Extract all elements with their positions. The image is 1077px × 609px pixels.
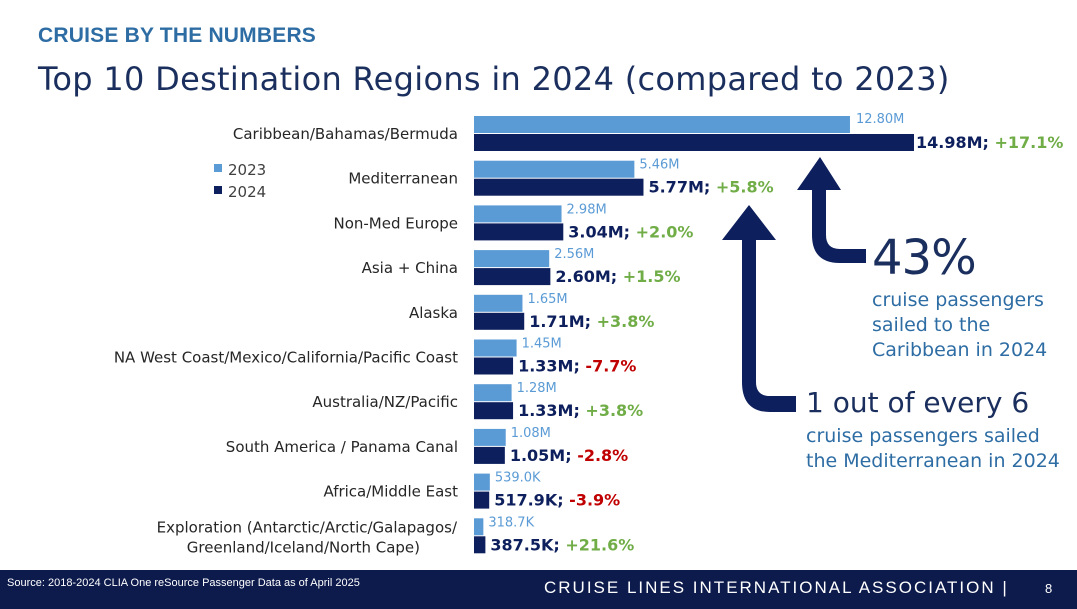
organization-name: CRUISE LINES INTERNATIONAL ASSOCIATION | [544, 578, 1009, 597]
mediterranean-text-line-2: the Mediterranean in 2024 [806, 450, 1060, 472]
value-label-2024-caribbean-bahamas-bermuda: 14.98M; +17.1% [916, 133, 1063, 152]
legend-swatch-2023 [214, 164, 222, 172]
value-label-2023-south-america-panama-canal: 1.08M [511, 426, 551, 441]
value-label-2024-mediterranean: 5.77M; +5.8% [648, 178, 773, 197]
value-label-2023-mediterranean: 5.46M [639, 158, 679, 173]
value-label-2024-alaska: 1.71M; +3.8% [529, 312, 654, 331]
category-label-non-med-europe: Non-Med Europe [333, 214, 458, 232]
bar-2024-na-west-coast-mexico-californi [474, 357, 514, 375]
value-label-2023-caribbean-bahamas-bermuda: 12.80M [856, 112, 904, 127]
value-label-2023-asia-china: 2.56M [554, 247, 594, 262]
legend-swatch-2024 [214, 186, 222, 194]
bar-2023-na-west-coast-mexico-californi [474, 339, 517, 357]
value-label-2024-south-america-panama-canal: 1.05M; -2.8% [510, 446, 628, 465]
value-label-2023-australia-nz-pacific: 1.28M [517, 381, 557, 396]
bar-2023-caribbean-bahamas-bermuda [474, 116, 850, 133]
kicker-heading: CRUISE BY THE NUMBERS [38, 24, 317, 47]
mediterranean-arrow [722, 205, 796, 412]
category-label-asia-china: Asia + China [362, 259, 458, 277]
category-label-na-west-coast-mexico-californi: NA West Coast/Mexico/California/Pacific … [114, 349, 458, 367]
legend-label-2023: 2023 [228, 161, 266, 179]
bar-2024-africa-middle-east [474, 491, 490, 509]
bar-2024-exploration-antarctic-arctic-g [474, 536, 486, 554]
bar-2023-south-america-panama-canal [474, 428, 506, 446]
value-label-2023-na-west-coast-mexico-californi: 1.45M [522, 337, 562, 352]
bar-2024-non-med-europe [474, 223, 564, 241]
value-label-2024-na-west-coast-mexico-californi: 1.33M; -7.7% [518, 357, 636, 376]
mediterranean-text-line-1: cruise passengers sailed [806, 425, 1040, 447]
bar-2024-caribbean-bahamas-bermuda [474, 134, 914, 151]
value-label-2024-non-med-europe: 3.04M; +2.0% [568, 222, 693, 241]
bar-2023-mediterranean [474, 160, 635, 178]
caribbean-share-stat: 43% [872, 230, 977, 286]
value-label-2024-australia-nz-pacific: 1.33M; +3.8% [518, 401, 643, 420]
source-note: Source: 2018-2024 CLIA One reSource Pass… [7, 577, 360, 589]
legend-label-2024: 2024 [228, 183, 266, 201]
category-label-exploration-antarctic-arctic-g-line-1: Exploration (Antarctic/Arctic/Galapagos/ [157, 518, 458, 536]
bar-chart: 12.80M 14.98M; +17.1% Caribbean/Bahamas/Be… [114, 112, 1064, 556]
page-number: 8 [1045, 581, 1053, 596]
footer-bar: Source: 2018-2024 CLIA One reSource Pass… [0, 570, 1077, 609]
mediterranean-share-stat: 1 out of every 6 [806, 386, 1030, 419]
caribbean-arrow [797, 157, 866, 263]
value-label-2023-africa-middle-east: 539.0K [495, 471, 541, 486]
bar-2023-asia-china [474, 250, 550, 268]
value-label-2024-asia-china: 2.60M; +1.5% [555, 267, 680, 286]
caribbean-text-line-3: Caribbean in 2024 [872, 339, 1048, 361]
category-label-australia-nz-pacific: Australia/NZ/Pacific [312, 393, 458, 411]
value-label-2023-alaska: 1.65M [527, 292, 567, 307]
category-label-south-america-panama-canal: South America / Panama Canal [226, 438, 458, 456]
category-label-alaska: Alaska [409, 304, 458, 322]
category-label-caribbean-bahamas-bermuda: Caribbean/Bahamas/Bermuda [233, 125, 458, 143]
bar-2023-exploration-antarctic-arctic-g [474, 518, 484, 536]
category-label-mediterranean: Mediterranean [348, 170, 458, 188]
bar-2024-australia-nz-pacific [474, 402, 514, 420]
bar-2024-mediterranean [474, 178, 644, 196]
bar-2024-alaska [474, 312, 525, 330]
caribbean-text-line-1: cruise passengers [872, 289, 1044, 311]
value-label-2024-africa-middle-east: 517.9K; -3.9% [494, 491, 620, 510]
bar-2023-australia-nz-pacific [474, 384, 512, 402]
bar-2023-non-med-europe [474, 205, 562, 223]
value-label-2023-exploration-antarctic-arctic-g: 318.7K [488, 515, 534, 530]
bar-2024-asia-china [474, 268, 551, 286]
bar-2024-south-america-panama-canal [474, 446, 505, 464]
category-label-africa-middle-east: Africa/Middle East [323, 483, 458, 501]
bar-2023-alaska [474, 294, 523, 312]
value-label-2024-exploration-antarctic-arctic-g: 387.5K; +21.6% [490, 535, 634, 554]
bar-2023-africa-middle-east [474, 473, 490, 491]
value-label-2023-non-med-europe: 2.98M [567, 202, 607, 217]
caribbean-text-line-2: sailed to the [872, 314, 991, 336]
category-label-exploration-antarctic-arctic-g-line-2: Greenland/Iceland/North Cape) [187, 538, 420, 556]
page-title: Top 10 Destination Regions in 2024 (comp… [38, 60, 950, 98]
